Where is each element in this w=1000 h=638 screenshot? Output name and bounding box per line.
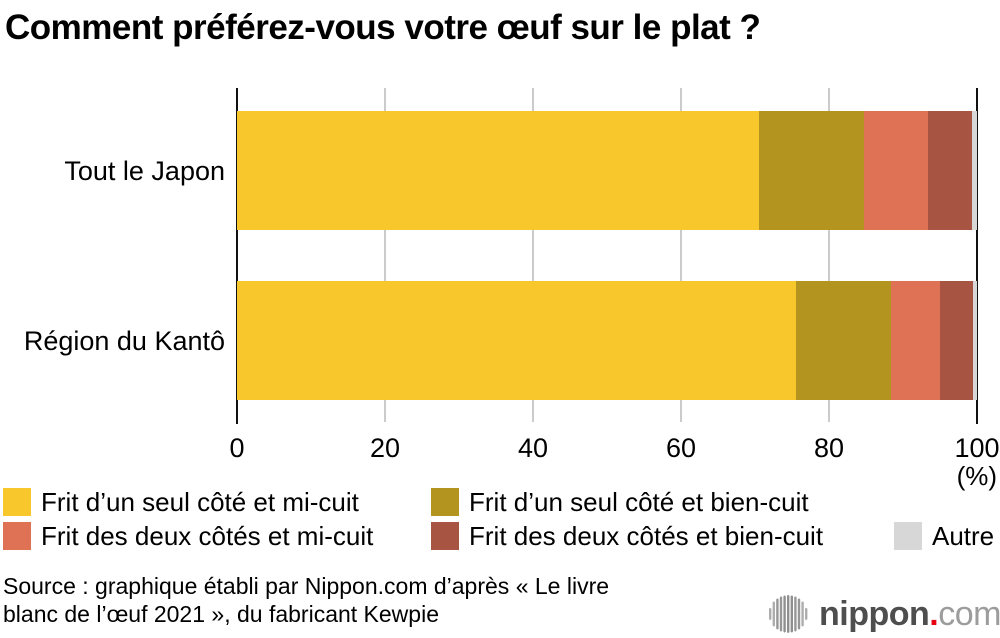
bar-segment	[971, 111, 977, 230]
source-line-2: blanc de l’œuf 2021 », du fabricant Kewp…	[3, 601, 439, 627]
legend-swatch	[431, 488, 459, 516]
chart-title: Comment préférez-vous votre œuf sur le p…	[5, 8, 761, 47]
category-label: Tout le Japon	[64, 155, 225, 186]
plot-area	[236, 88, 978, 424]
gridline	[828, 88, 830, 422]
bar-segment	[796, 281, 892, 400]
bar-kanto	[237, 281, 977, 400]
bar-segment	[237, 281, 797, 400]
axis-line	[976, 88, 978, 424]
x-tick-label: 80	[813, 433, 845, 463]
bar-segment	[863, 111, 929, 230]
nippon-com-logo: nippon.com	[768, 592, 1000, 633]
logo-text-dot: .	[929, 594, 939, 633]
legend-label: Autre	[932, 521, 995, 551]
x-tick-label: 100	[954, 433, 1000, 463]
legend-swatch	[3, 488, 31, 516]
bar-segment	[972, 281, 977, 400]
gridline	[680, 88, 682, 422]
soundwave-logo-icon	[769, 595, 808, 633]
gridline	[532, 88, 534, 422]
x-tick-label: 20	[369, 433, 401, 463]
bar-segment	[891, 281, 940, 400]
bar-segment	[928, 111, 972, 230]
legend-label: Frit des deux côtés et bien-cuit	[469, 521, 824, 551]
source-note: Source : graphique établi par Nippon.com…	[3, 572, 609, 628]
legend-swatch	[894, 522, 922, 550]
legend-label: Frit d’un seul côté et mi-cuit	[41, 487, 359, 517]
legend-swatch	[3, 522, 31, 550]
x-tick-label: 40	[517, 433, 549, 463]
axis-line	[236, 88, 238, 424]
legend-label: Frit d’un seul côté et bien-cuit	[469, 487, 809, 517]
legend-swatch	[431, 522, 459, 550]
legend-label: Frit des deux côtés et mi-cuit	[41, 521, 374, 551]
bar-segment	[940, 281, 973, 400]
gridline	[384, 88, 386, 422]
source-line-1: Source : graphique établi par Nippon.com…	[3, 573, 610, 599]
logo-text-nippon: nippon	[819, 594, 930, 633]
category-label: Région du Kantô	[23, 325, 225, 356]
x-axis-unit-label: (%)	[956, 461, 997, 491]
bar-segment	[758, 111, 864, 230]
bar-segment	[237, 111, 759, 230]
logo-text-com: com	[938, 594, 1000, 633]
x-tick-label: 60	[665, 433, 697, 463]
x-tick-label: 0	[229, 433, 245, 463]
bar-japan	[237, 111, 977, 230]
